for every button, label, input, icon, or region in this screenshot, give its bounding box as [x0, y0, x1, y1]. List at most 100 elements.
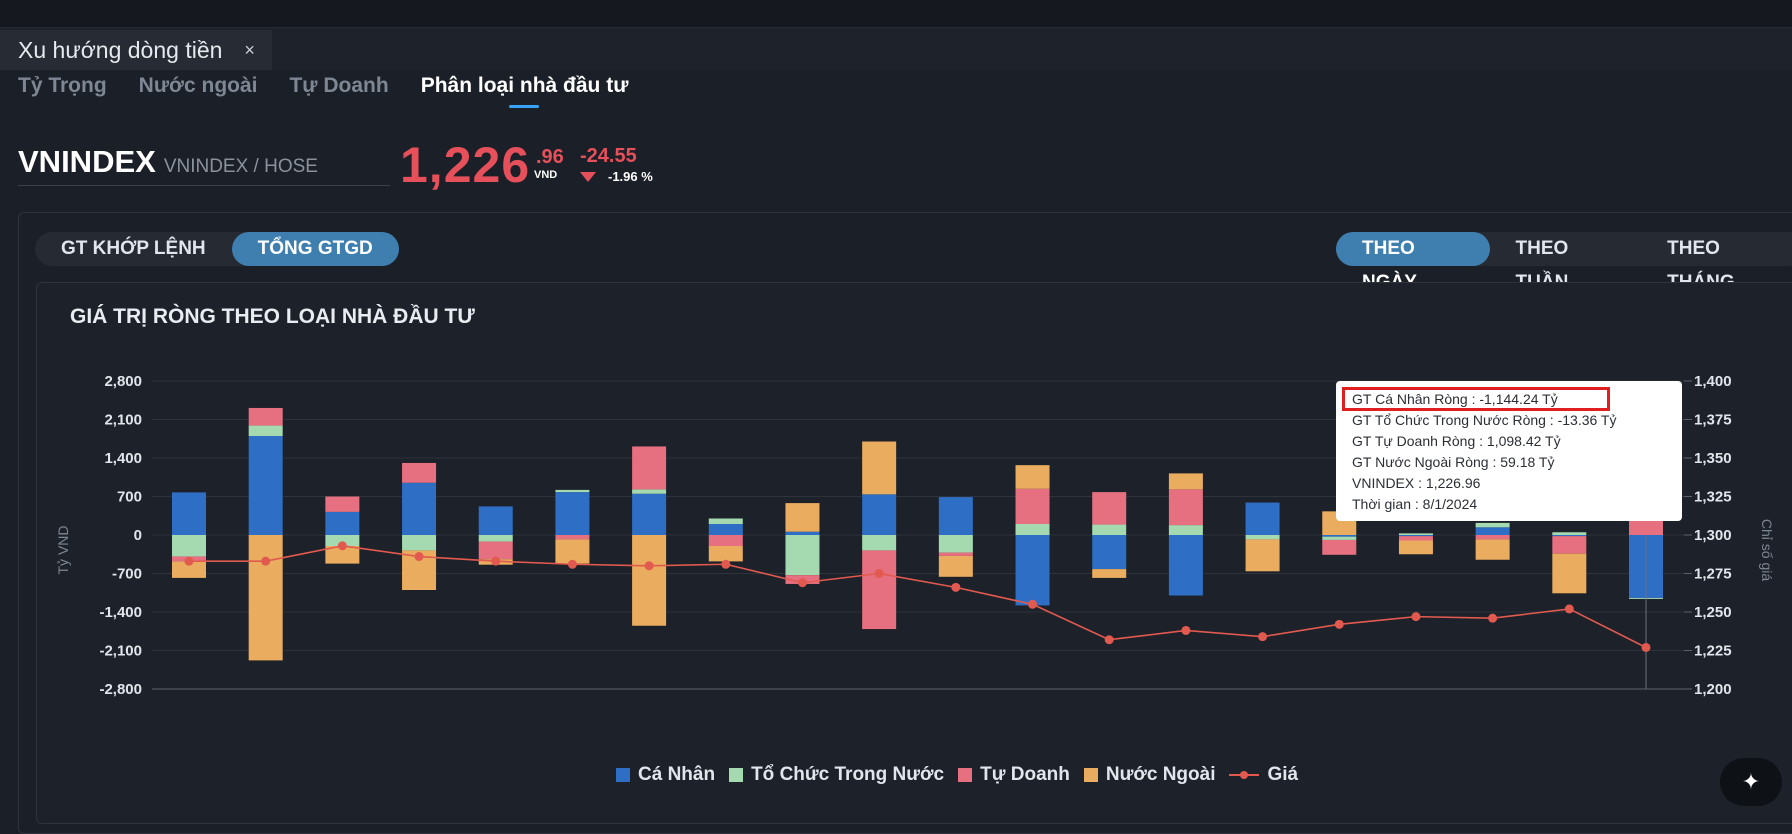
- price-point: [644, 561, 654, 571]
- bar-nuoc-ngoai: [1092, 569, 1127, 578]
- tab-ty-trong[interactable]: Tỷ Trọng: [18, 74, 107, 97]
- bar-to-chuc: [862, 535, 897, 551]
- bar-to-chuc: [785, 535, 820, 576]
- bar-nuoc-ngoai: [938, 555, 973, 577]
- bar-nuoc-ngoai: [862, 441, 897, 495]
- y-tick-label: 700: [117, 489, 142, 506]
- price-point: [1258, 632, 1268, 642]
- bar-nuoc-ngoai: [708, 546, 743, 562]
- tooltip-time: Thời gian : 8/1/2024: [1352, 496, 1478, 512]
- bar-to-chuc: [1245, 535, 1280, 540]
- bar-to-chuc: [1168, 525, 1203, 535]
- bar-to-chuc: [708, 518, 743, 524]
- y2-tick-label: 1,375: [1694, 412, 1732, 429]
- ticker-symbol[interactable]: VNINDEX: [18, 144, 156, 179]
- window-tab-title: Xu hướng dòng tiền: [18, 36, 223, 63]
- chart-tooltip: GT Cá Nhân Ròng : -1,144.24 Tỷ GT Tổ Chứ…: [1336, 381, 1682, 521]
- price-point: [1334, 619, 1344, 629]
- bar-to-chuc: [1398, 533, 1433, 535]
- y2-tick-label: 1,300: [1694, 527, 1732, 544]
- bar-ca-nhan: [1475, 527, 1510, 535]
- bar-nuoc-ngoai: [172, 561, 206, 578]
- bar-tu-doanh: [1322, 539, 1357, 555]
- bar-tu-doanh: [1168, 489, 1203, 526]
- bar-ca-nhan: [938, 497, 973, 535]
- down-arrow-icon: [580, 172, 596, 182]
- y2-axis-title: Chỉ số giá: [1759, 519, 1775, 581]
- y-tick-label: 1,400: [104, 450, 142, 467]
- bar-tu-doanh: [555, 535, 590, 540]
- bar-nuoc-ngoai: [1398, 540, 1433, 555]
- bar-tu-doanh: [402, 462, 437, 483]
- y2-tick-label: 1,400: [1694, 373, 1732, 390]
- y2-tick-label: 1,200: [1694, 681, 1732, 698]
- legend-label-tu-doanh: Tự Doanh: [980, 764, 1070, 785]
- bar-to-chuc: [1092, 524, 1127, 535]
- bar-tu-doanh: [708, 535, 743, 546]
- bar-to-chuc: [632, 489, 667, 494]
- price-point: [337, 541, 347, 551]
- window-tab[interactable]: Xu hướng dòng tiền ×: [0, 30, 272, 70]
- y2-tick-label: 1,275: [1694, 566, 1732, 583]
- legend-item-to-chuc[interactable]: Tổ Chức Trong Nước: [729, 764, 944, 786]
- price-point: [414, 552, 424, 562]
- magic-wand-icon[interactable]: ✦: [1720, 758, 1782, 806]
- legend-swatch-tu-doanh: [958, 768, 973, 782]
- theo-ngay-button[interactable]: THEO NGÀY: [1336, 232, 1490, 293]
- price-point: [184, 556, 194, 566]
- bar-nuoc-ngoai: [1245, 539, 1280, 572]
- y-axis-title: Tỷ VND: [55, 526, 71, 575]
- legend-item-gia[interactable]: Giá: [1229, 764, 1298, 786]
- legend-label-to-chuc: Tổ Chức Trong Nước: [751, 764, 945, 785]
- bar-nuoc-ngoai: [785, 503, 820, 532]
- price-point: [721, 559, 731, 569]
- bar-nuoc-ngoai: [1552, 553, 1587, 594]
- bar-nuoc-ngoai: [555, 539, 590, 564]
- close-icon[interactable]: ×: [244, 39, 255, 60]
- price-point: [951, 582, 961, 592]
- bar-ca-nhan: [1322, 535, 1357, 537]
- tooltip-to-chuc: GT Tổ Chức Trong Nước Ròng : -13.36 Tỷ: [1352, 412, 1617, 428]
- tooltip-ca-nhan: GT Cá Nhân Ròng : -1,144.24 Tỷ: [1352, 391, 1558, 407]
- y-tick-label: 2,800: [104, 373, 142, 390]
- legend-item-ca-nhan[interactable]: Cá Nhân: [616, 764, 715, 786]
- bar-to-chuc: [325, 535, 360, 546]
- bar-ca-nhan: [325, 511, 360, 535]
- tab-nuoc-ngoai[interactable]: Nước ngoài: [138, 74, 258, 97]
- price-main: 1,226: [400, 137, 531, 193]
- bar-tu-doanh: [632, 446, 667, 490]
- legend-item-tu-doanh[interactable]: Tự Doanh: [958, 764, 1070, 786]
- tooltip-nuoc-ngoai: GT Nước Ngoài Ròng : 59.18 Tỷ: [1352, 454, 1555, 470]
- bar-tu-doanh: [478, 541, 513, 560]
- bar-ca-nhan: [402, 482, 437, 535]
- y-tick-label: 2,100: [104, 412, 142, 429]
- tong-gtgd-button[interactable]: TỔNG GTGD: [231, 232, 399, 266]
- price-unit: VND: [534, 169, 558, 181]
- legend-swatch-nuoc-ngoai: [1083, 768, 1098, 782]
- bar-to-chuc: [1322, 536, 1357, 540]
- bar-to-chuc: [248, 425, 283, 436]
- price-point: [261, 556, 271, 566]
- bar-to-chuc: [1015, 524, 1050, 535]
- bar-tu-doanh: [862, 550, 897, 630]
- bar-ca-nhan: [1245, 502, 1280, 535]
- ticker-divider: [18, 185, 390, 186]
- bar-tu-doanh: [1552, 536, 1587, 554]
- tab-phan-loai-nha-dau-tu[interactable]: Phân loại nhà đầu tư: [421, 74, 628, 110]
- price-point: [1411, 612, 1421, 622]
- bar-nuoc-ngoai: [248, 535, 283, 661]
- legend-item-nuoc-ngoai[interactable]: Nước Ngoài: [1083, 764, 1216, 786]
- price-point: [567, 559, 577, 569]
- legend-label-nuoc-ngoai: Nước Ngoài: [1105, 764, 1216, 785]
- bar-ca-nhan: [862, 494, 897, 535]
- gt-khop-lenh-button[interactable]: GT KHỚP LỆNH: [61, 238, 206, 259]
- price-point: [797, 578, 807, 588]
- price-point: [874, 569, 884, 578]
- y2-tick-label: 1,350: [1694, 450, 1732, 467]
- chart-legend: Cá Nhân Tổ Chức Trong Nước Tự Doanh Nước…: [616, 764, 1298, 786]
- ticker-exchange: VNINDEX / HOSE: [163, 156, 318, 177]
- bar-tu-doanh: [1092, 492, 1127, 525]
- tab-tu-doanh[interactable]: Tự Doanh: [289, 74, 389, 97]
- y2-tick-label: 1,325: [1694, 489, 1732, 506]
- price-point: [1028, 599, 1038, 609]
